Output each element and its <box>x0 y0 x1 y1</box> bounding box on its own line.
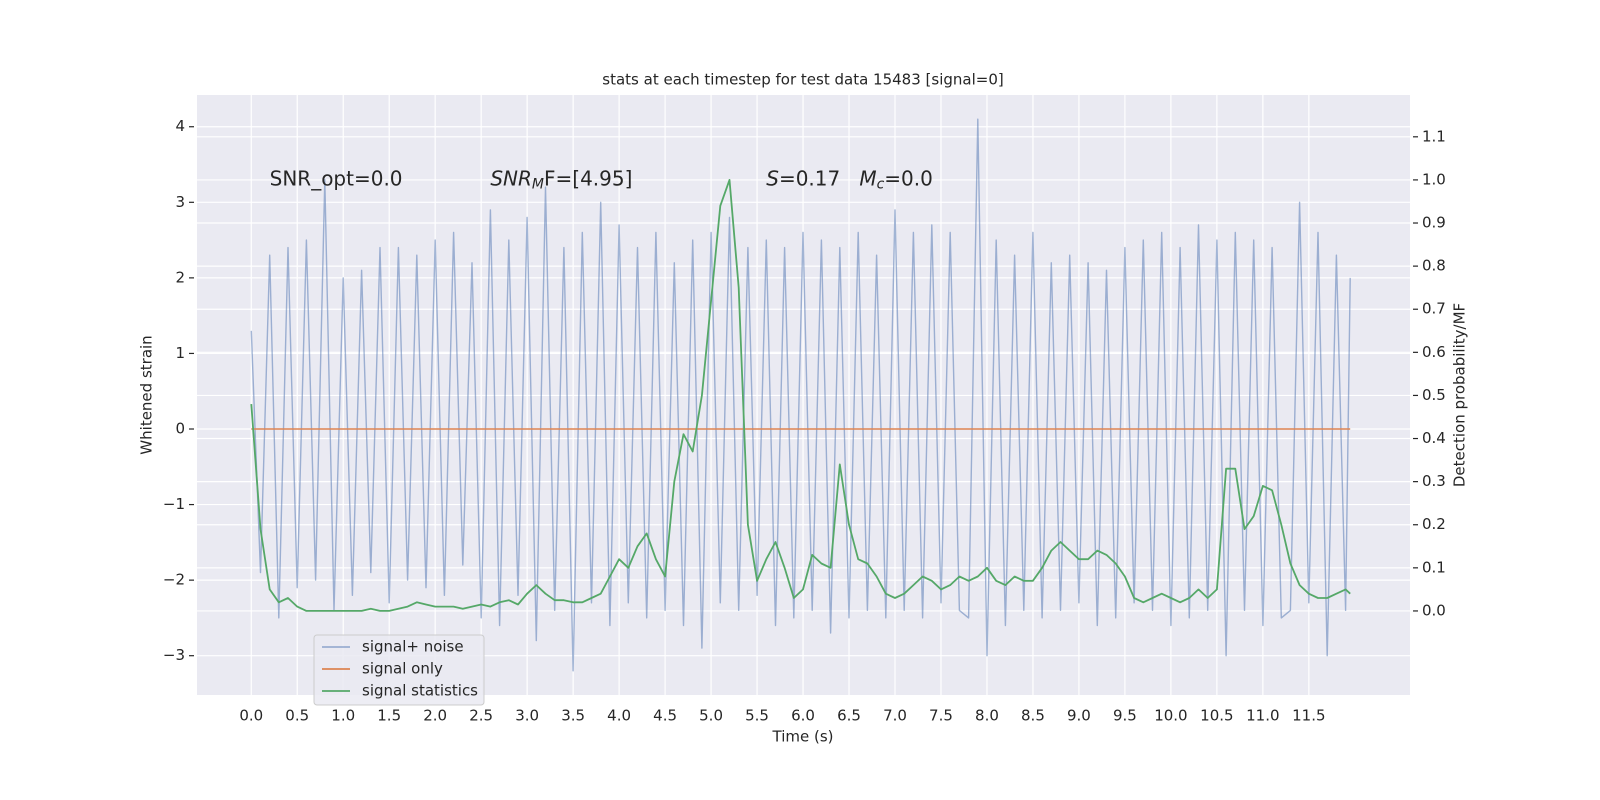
x-tick-label: 10.5 <box>1200 707 1233 725</box>
y2-tick-label: 0.6 <box>1422 343 1446 361</box>
y-tick-label: 3 <box>175 193 185 211</box>
x-tick-label: 6.0 <box>791 707 815 725</box>
x-tick-label: 0.0 <box>239 707 263 725</box>
y2-tick-label: 0.0 <box>1422 601 1446 619</box>
x-tick-label: 1.5 <box>377 707 401 725</box>
x-axis-label: Time (s) <box>772 728 834 746</box>
x-tick-label: 4.0 <box>607 707 631 725</box>
annotation: S=0.17 Mc=0.0 <box>766 166 933 193</box>
legend-label: signal statistics <box>362 682 478 700</box>
legend-label: signal+ noise <box>362 638 464 656</box>
series-line <box>250 118 1351 672</box>
x-tick-label: 7.0 <box>883 707 907 725</box>
annotation-part: =0.17 <box>779 166 859 190</box>
y2-tick-label: 0.4 <box>1422 429 1446 447</box>
y2-tick-label: 0.7 <box>1422 300 1446 318</box>
y2-axis-label: Detection probability/MF <box>1451 303 1469 487</box>
x-tick-label: 8.5 <box>1021 707 1045 725</box>
x-tick-label: 11.0 <box>1246 707 1279 725</box>
legend: signal+ noise signal only signal statistic… <box>313 634 485 706</box>
x-tick-label: 4.5 <box>653 707 677 725</box>
y-axis-label: Whitened strain <box>138 335 156 454</box>
y2-tick-label: 0.2 <box>1422 515 1446 533</box>
x-tick-label: 10.0 <box>1154 707 1187 725</box>
x-tick-label: 7.5 <box>929 707 953 725</box>
annotation-part: F=[4.95] <box>544 166 632 190</box>
annotation-part: M <box>532 177 544 193</box>
y2-tick-label: 0.9 <box>1422 214 1446 232</box>
x-tick-label: 0.5 <box>285 707 309 725</box>
x-tick-label: 3.0 <box>515 707 539 725</box>
annotation-part: SNR <box>490 166 532 190</box>
legend-label: signal only <box>362 660 443 678</box>
x-tick-label: 1.0 <box>331 707 355 725</box>
y2-tick-label: 1.1 <box>1422 127 1446 145</box>
y-tick-label: −3 <box>163 646 185 664</box>
annotation-part: S <box>766 166 779 190</box>
x-tick-label: 2.0 <box>423 707 447 725</box>
y2-tick-label: 0.1 <box>1422 558 1446 576</box>
x-tick-label: 2.5 <box>469 707 493 725</box>
annotation-part: =0.0 <box>884 166 933 190</box>
series-line <box>250 179 1351 612</box>
annotation: SNR_opt=0.0 <box>270 166 403 190</box>
y-tick-label: 2 <box>175 268 185 286</box>
annotation-part: c <box>877 177 885 193</box>
y2-tick-label: 1.0 <box>1422 170 1446 188</box>
annotation-part: M <box>859 166 876 190</box>
x-tick-label: 8.0 <box>975 707 999 725</box>
x-tick-label: 5.5 <box>745 707 769 725</box>
y-tick-label: −1 <box>163 495 185 513</box>
x-tick-label: 5.0 <box>699 707 723 725</box>
x-tick-label: 9.5 <box>1113 707 1137 725</box>
legend-box <box>313 634 485 706</box>
y-tick-label: 1 <box>175 344 185 362</box>
annotation: SNRMF=[4.95] <box>490 166 632 193</box>
y-tick-label: 4 <box>175 117 185 135</box>
annotation-part: SNR_opt=0.0 <box>270 166 403 190</box>
x-tick-label: 11.5 <box>1292 707 1325 725</box>
y2-tick-label: 0.5 <box>1422 386 1446 404</box>
chart-title: stats at each timestep for test data 154… <box>602 71 1003 89</box>
x-tick-label: 6.5 <box>837 707 861 725</box>
y2-tick-label: 0.3 <box>1422 472 1446 490</box>
y-tick-label: −2 <box>163 571 185 589</box>
x-tick-label: 9.0 <box>1067 707 1091 725</box>
x-tick-label: 3.5 <box>561 707 585 725</box>
y2-tick-label: 0.8 <box>1422 257 1446 275</box>
y-tick-label: 0 <box>175 420 185 438</box>
